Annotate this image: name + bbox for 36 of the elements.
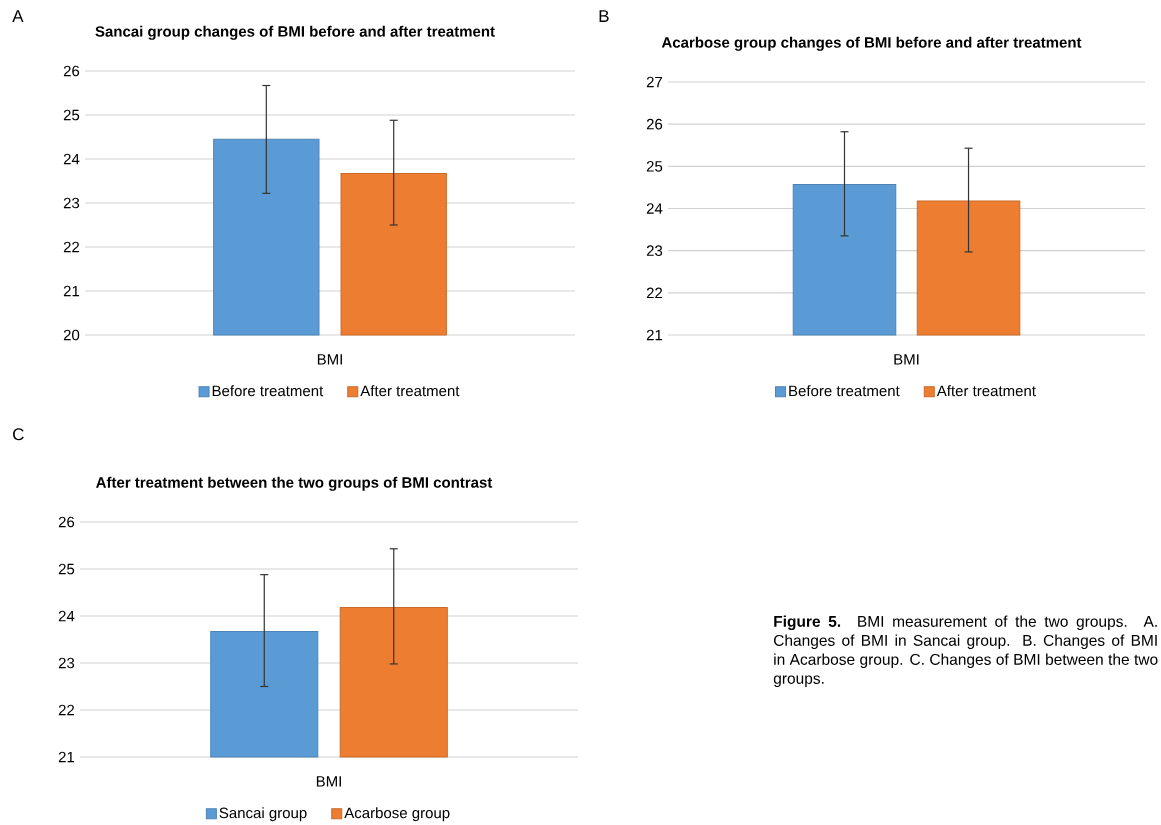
- text: A: [12, 10, 24, 22]
- y-tick-label: 26: [58, 516, 75, 528]
- legend-label: Before treatment: [789, 385, 900, 397]
- text: C: [13, 428, 24, 441]
- y-tick-label: 26: [63, 65, 80, 77]
- text: B: [599, 10, 609, 22]
- y-tick-label: 20: [63, 329, 80, 341]
- y-tick-label: 23: [63, 197, 80, 209]
- x-tick-label: BMI: [316, 776, 341, 787]
- y-tick-label: 25: [646, 161, 663, 172]
- y-tick-label: 24: [646, 203, 663, 214]
- y-tick-label: 21: [646, 329, 663, 341]
- text: Figure 5. BMI measurement of the two groups. A. Changes of BMI in Sancai group. B. Changes of BMI in Acarbose group. C. Changes of BMI between the two groups.: [773, 615, 1158, 687]
- chart-title: Sancai group changes of BMI before and after treatment: [95, 25, 495, 40]
- y-tick-label: 23: [58, 657, 75, 669]
- y-tick-label: 27: [646, 76, 663, 88]
- y-tick-label: 23: [646, 245, 663, 256]
- y-tick-label: 21: [63, 285, 80, 297]
- legend-label: After treatment: [360, 385, 460, 397]
- legend-label: Acarbose group: [344, 807, 450, 822]
- chart-title: After treatment between the two groups of BMI contrast: [96, 476, 493, 491]
- y-tick-label: 22: [63, 241, 80, 253]
- x-tick-label: BMI: [894, 354, 919, 365]
- y-tick-label: 21: [58, 751, 75, 763]
- legend-label: After treatment: [936, 385, 1036, 397]
- y-tick-label: 25: [58, 563, 75, 575]
- y-tick-label: 26: [646, 118, 663, 130]
- x-tick-label: BMI: [317, 354, 342, 365]
- chart-title: Acarbose group changes of BMI before and after treatment: [661, 36, 1082, 51]
- y-tick-label: 24: [58, 610, 75, 622]
- y-tick-label: 22: [58, 704, 75, 716]
- y-tick-label: 25: [63, 109, 80, 121]
- legend-label: Before treatment: [212, 385, 324, 397]
- y-tick-label: 24: [63, 153, 80, 165]
- legend-label: Sancai group: [219, 807, 307, 822]
- y-tick-label: 22: [646, 287, 663, 299]
